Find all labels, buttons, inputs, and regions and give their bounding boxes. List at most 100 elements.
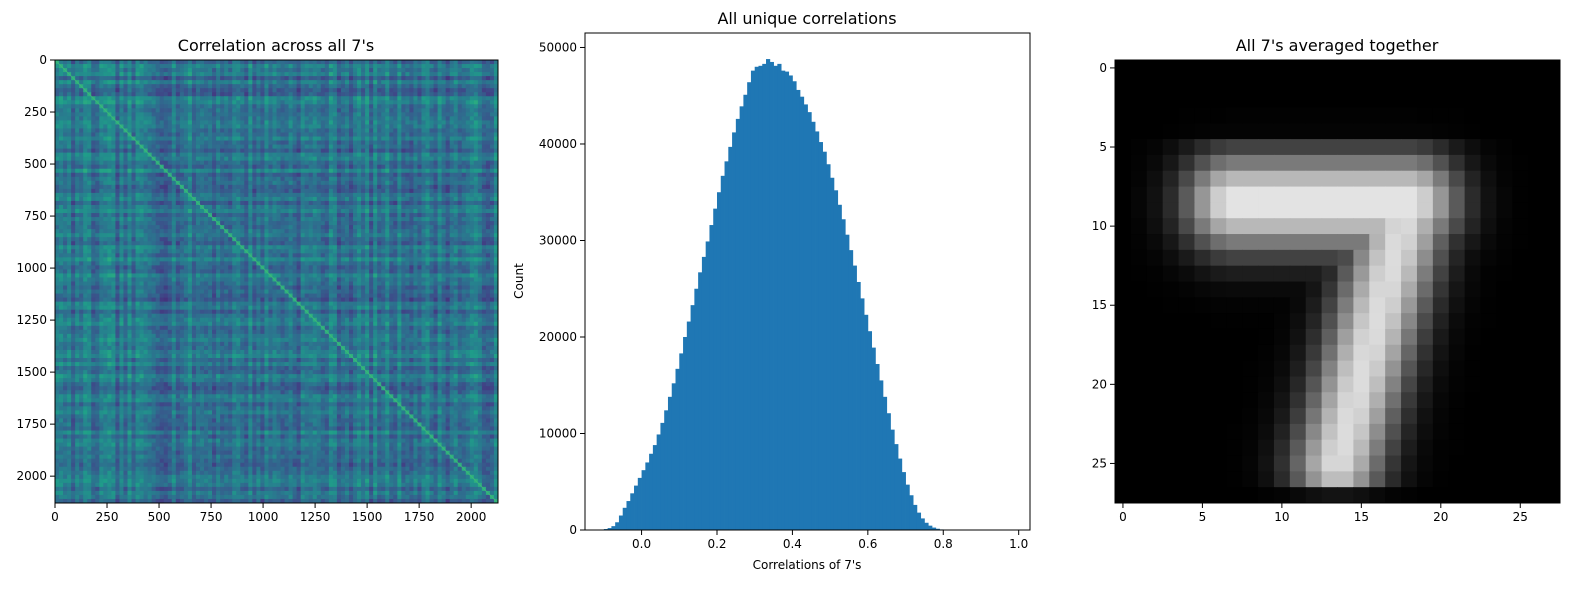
- heatmap-cell: [413, 200, 418, 206]
- heatmap-cell: [248, 209, 253, 214]
- heatmap-cell: [260, 217, 265, 222]
- heatmap-cell: [228, 200, 233, 206]
- heatmap-cell: [67, 152, 72, 158]
- heatmap-cell: [361, 92, 366, 97]
- heatmap-cell: [441, 68, 447, 73]
- heatmap-cell: [485, 64, 491, 69]
- heatmap-cell: [493, 184, 499, 190]
- heatmap-cell: [179, 180, 185, 186]
- heatmap-cell: [324, 72, 330, 77]
- heatmap-cell: [191, 100, 197, 105]
- heatmap-cell: [481, 120, 487, 125]
- heatmap-cell: [155, 217, 161, 222]
- heatmap-cell: [353, 132, 358, 138]
- heatmap-cell: [381, 92, 386, 97]
- heatmap-cell: [316, 217, 322, 222]
- heatmap-cell: [59, 233, 64, 238]
- heatmap-cell: [320, 96, 326, 101]
- heatmap-cell: [485, 112, 491, 117]
- heatmap-cell: [264, 180, 269, 186]
- heatmap-cell: [204, 148, 209, 154]
- heatmap-cell: [191, 60, 197, 65]
- heatmap-cell: [324, 217, 330, 222]
- heatmap-cell: [204, 88, 209, 93]
- heatmap-cell: [469, 68, 475, 73]
- heatmap-cell: [252, 92, 257, 97]
- heatmap-cell: [344, 100, 350, 105]
- heatmap-cell: [369, 168, 374, 174]
- heatmap-cell: [397, 116, 402, 121]
- heatmap-cell: [191, 92, 197, 97]
- heatmap-cell: [183, 72, 189, 77]
- heatmap-cell: [183, 100, 189, 105]
- heatmap-cell: [187, 100, 193, 105]
- heatmap-cell: [296, 64, 302, 69]
- heatmap-cell: [107, 156, 112, 162]
- heatmap-cell: [353, 128, 358, 133]
- heatmap-cell: [115, 192, 120, 198]
- heatmap-cell: [296, 184, 302, 190]
- heatmap-cell: [115, 160, 120, 166]
- heatmap-cell: [79, 116, 84, 121]
- heatmap-cell: [473, 132, 479, 138]
- heatmap-cell: [248, 116, 253, 121]
- heatmap-cell: [83, 108, 88, 113]
- heatmap-cell: [441, 164, 447, 170]
- heatmap-cell: [465, 152, 471, 158]
- heatmap-cell: [284, 168, 290, 174]
- heatmap-cell: [224, 128, 229, 133]
- heatmap-cell: [409, 72, 414, 77]
- heatmap-cell: [312, 140, 318, 146]
- heatmap-cell: [79, 144, 84, 150]
- heatmap-cell: [469, 200, 475, 206]
- heatmap-cell: [260, 80, 265, 85]
- heatmap-cell: [449, 188, 455, 194]
- heatmap-cell: [272, 209, 277, 214]
- heatmap-cell: [119, 160, 124, 166]
- heatmap-cell: [377, 152, 382, 158]
- heatmap-cell: [284, 217, 290, 222]
- heatmap-cell: [276, 176, 282, 182]
- heatmap-cell: [381, 200, 386, 206]
- heatmap-cell: [236, 156, 241, 162]
- heatmap-cell: [212, 200, 217, 206]
- heatmap-cell: [465, 237, 471, 242]
- heatmap-cell: [473, 225, 479, 230]
- heatmap-cell: [445, 68, 451, 73]
- heatmap-cell: [445, 225, 451, 230]
- heatmap-cell: [95, 60, 100, 65]
- heatmap-cell: [493, 221, 499, 226]
- heatmap-cell: [353, 160, 358, 166]
- heatmap-cell: [183, 168, 189, 174]
- heatmap-cell: [377, 68, 382, 73]
- heatmap-cell: [397, 88, 402, 93]
- heatmap-cell: [147, 124, 153, 129]
- heatmap-cell: [187, 116, 193, 121]
- heatmap-cell: [353, 152, 358, 158]
- heatmap-cell: [393, 120, 398, 125]
- heatmap-cell: [276, 80, 282, 85]
- heatmap-cell: [268, 221, 273, 226]
- heatmap-cell: [183, 172, 189, 178]
- heatmap-cell: [381, 88, 386, 93]
- heatmap-cell: [348, 168, 354, 174]
- heatmap-cell: [353, 168, 358, 174]
- heatmap-cell: [95, 196, 100, 202]
- heatmap-cell: [115, 116, 120, 121]
- heatmap-cell: [83, 92, 88, 97]
- heatmap-cell: [67, 88, 72, 93]
- heatmap-cell: [348, 120, 354, 125]
- heatmap-cell: [107, 76, 112, 81]
- heatmap-cell: [55, 116, 60, 121]
- heatmap-cell: [304, 229, 310, 234]
- heatmap-cell: [244, 221, 249, 226]
- heatmap-cell: [220, 156, 225, 162]
- heatmap-cell: [175, 120, 181, 125]
- heatmap-cell: [300, 237, 306, 242]
- heatmap-cell: [405, 192, 410, 198]
- heatmap-cell: [147, 209, 153, 214]
- heatmap-cell: [208, 96, 213, 101]
- heatmap-cell: [336, 68, 342, 73]
- heatmap-cell: [437, 152, 443, 158]
- heatmap-cell: [469, 180, 475, 186]
